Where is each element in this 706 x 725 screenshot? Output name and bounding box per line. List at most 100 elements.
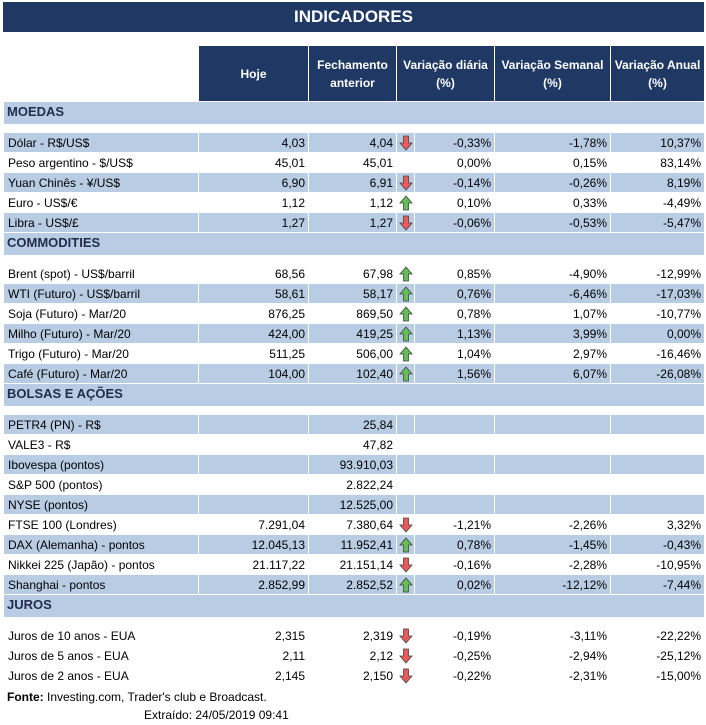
value-cell: 45,01: [308, 152, 397, 173]
value-cell: -0,53%: [494, 212, 611, 233]
row-label: Juros de 10 anos - EUA: [3, 625, 199, 646]
value-cell: 93.910,03: [308, 454, 397, 475]
value-cell: [198, 454, 309, 475]
value-cell: -0,26%: [494, 172, 611, 193]
arrow-down: [398, 557, 413, 573]
value-cell: 3,32%: [610, 514, 705, 535]
row-label: Trigo (Futuro) - Mar/20: [3, 343, 199, 364]
value-cell: 3,99%: [494, 323, 611, 344]
value-cell: -0,33%: [414, 132, 495, 153]
value-cell: -0,22%: [414, 665, 495, 686]
value-cell: -4,90%: [494, 263, 611, 284]
value-cell: 0,02%: [414, 574, 495, 595]
value-cell: 0,10%: [414, 192, 495, 213]
header-cell: Hoje: [198, 45, 309, 102]
data-row: Milho (Futuro) - Mar/20 424,00 419,25 1,13%…: [3, 323, 705, 344]
value-cell: 1,27: [308, 212, 397, 233]
value-cell: [494, 474, 611, 495]
row-label: Peso argentino - $/US$: [3, 152, 199, 173]
data-row: Ibovespa (pontos) 93.910,03: [3, 454, 705, 475]
row-label: Café (Futuro) - Mar/20: [3, 363, 199, 384]
value-cell: [494, 454, 611, 475]
data-row: Juros de 10 anos - EUA 2,315 2,319 -0,19% -3…: [3, 625, 705, 646]
value-cell: -12,12%: [494, 574, 611, 595]
value-cell: [494, 494, 611, 515]
value-cell: 68,56: [198, 263, 309, 284]
section-title: JUROS: [3, 594, 705, 618]
arrow-cell: [396, 212, 415, 233]
spacer: [4, 125, 705, 133]
value-cell: 6,91: [308, 172, 397, 193]
arrow-cell: [396, 414, 415, 435]
value-cell: 47,82: [308, 434, 397, 455]
source: Investing.com, Trader's club e Broadcast…: [47, 690, 267, 704]
value-cell: 2,319: [308, 625, 397, 646]
arrow-down: [398, 215, 413, 231]
arrow-down: [398, 628, 413, 644]
arrow-cell: [396, 434, 415, 455]
value-cell: 0,15%: [494, 152, 611, 173]
arrow-cell: [396, 303, 415, 324]
value-cell: 1,07%: [494, 303, 611, 324]
value-cell: 0,78%: [414, 303, 495, 324]
arrow-cell: [396, 494, 415, 515]
data-row: DAX (Alemanha) - pontos 12.045,13 11.952,4…: [3, 534, 705, 555]
data-row: Juros de 2 anos - EUA 2,145 2,150 -0,22% -2,…: [3, 665, 705, 686]
row-label: Soja (Futuro) - Mar/20: [3, 303, 199, 324]
value-cell: -10,95%: [610, 554, 705, 575]
arrow-cell: [396, 474, 415, 495]
value-cell: 4,04: [308, 132, 397, 153]
arrow-up: [398, 325, 413, 341]
value-cell: 67,98: [308, 263, 397, 284]
indicators-table: Hoje Fechamento anterior Variação diária…: [3, 45, 705, 686]
section-title: COMMODITIES: [3, 232, 705, 256]
data-row: S&P 500 (pontos) 2.822,24: [3, 474, 705, 495]
value-cell: -7,44%: [610, 574, 705, 595]
arrow-cell: [396, 534, 415, 555]
row-label: FTSE 100 (Londres): [3, 514, 199, 535]
value-cell: -1,78%: [494, 132, 611, 153]
value-cell: 45,01: [198, 152, 309, 173]
row-label: Brent (spot) - US$/barril: [3, 263, 199, 284]
value-cell: 419,25: [308, 323, 397, 344]
value-cell: 0,78%: [414, 534, 495, 555]
value-cell: 1,04%: [414, 343, 495, 364]
row-label: PETR4 (PN) - R$: [3, 414, 199, 435]
value-cell: [414, 414, 495, 435]
data-row: VALE3 - R$ 47,82: [3, 434, 705, 455]
arrow-up: [398, 305, 413, 321]
header-cell: Variação Anual (%): [610, 45, 705, 102]
value-cell: -2,94%: [494, 645, 611, 666]
extracted: Extraído: 24/05/2019 09:41: [144, 708, 289, 722]
arrow-up: [398, 536, 413, 552]
value-cell: 876,25: [198, 303, 309, 324]
value-cell: 2,315: [198, 625, 309, 646]
value-cell: 1,12: [308, 192, 397, 213]
value-cell: 11.952,41: [308, 534, 397, 555]
arrow-cell: [396, 343, 415, 364]
row-label: Milho (Futuro) - Mar/20: [3, 323, 199, 344]
value-cell: 4,03: [198, 132, 309, 153]
value-cell: -5,47%: [610, 212, 705, 233]
value-cell: 0,00%: [414, 152, 495, 173]
value-cell: [610, 454, 705, 475]
row-label: NYSE (pontos): [3, 494, 199, 515]
data-row: Soja (Futuro) - Mar/20 876,25 869,50 0,78% 1…: [3, 303, 705, 324]
arrow-cell: [396, 283, 415, 304]
arrow-up: [398, 265, 413, 281]
value-cell: [414, 494, 495, 515]
data-row: Yuan Chinês - ¥/US$ 6,90 6,91 -0,14% -0,26% 8…: [3, 172, 705, 193]
arrow-up: [398, 576, 413, 592]
value-cell: [494, 434, 611, 455]
arrow-cell: [396, 574, 415, 595]
spacer: [4, 407, 705, 415]
spacer: [4, 618, 705, 626]
value-cell: -16,46%: [610, 343, 705, 364]
value-cell: 58,17: [308, 283, 397, 304]
value-cell: 0,85%: [414, 263, 495, 284]
value-cell: [610, 414, 705, 435]
data-row: Shanghai - pontos 2.852,99 2.852,52 0,02% -1…: [3, 574, 705, 595]
data-row: Euro - US$/€ 1,12 1,12 0,10% 0,33% -4,49%: [3, 192, 705, 213]
row-label: Ibovespa (pontos): [3, 454, 199, 475]
